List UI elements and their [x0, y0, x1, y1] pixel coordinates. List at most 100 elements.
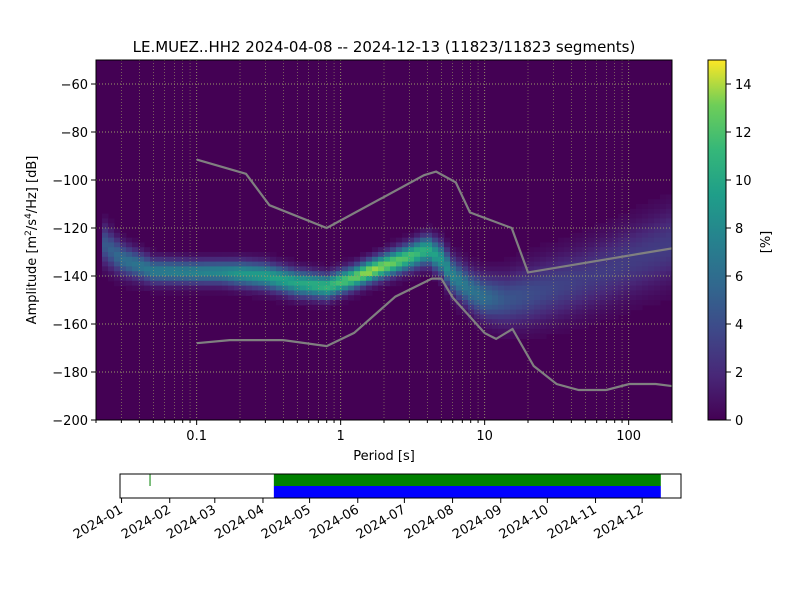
- heatmap-cell: [498, 324, 505, 330]
- heatmap-cell: [132, 256, 139, 263]
- heatmap-cell: [456, 295, 463, 301]
- heatmap-cell: [318, 290, 325, 296]
- heatmap-cell: [234, 280, 241, 287]
- heatmap-cell: [270, 290, 277, 296]
- heatmap-cell: [180, 261, 187, 267]
- heatmap-cell: [558, 309, 565, 315]
- heatmap-cell: [588, 314, 595, 320]
- heatmap-cell: [582, 300, 589, 306]
- heatmap-cell: [636, 304, 643, 311]
- heatmap-cell: [234, 266, 241, 272]
- heatmap-cell: [552, 328, 559, 335]
- date-tick-label: 2024-02: [119, 502, 174, 542]
- heatmap-cell: [342, 256, 349, 263]
- heatmap-cell: [150, 280, 157, 287]
- heatmap-cell: [192, 276, 199, 282]
- heatmap-cell: [366, 252, 373, 258]
- heatmap-cell: [612, 223, 619, 229]
- heatmap-cell: [654, 290, 661, 296]
- heatmap-cell: [552, 295, 559, 301]
- heatmap-cell: [174, 266, 181, 272]
- heatmap-cell: [606, 218, 613, 224]
- heatmap-cell: [426, 266, 433, 272]
- heatmap-cell: [540, 333, 547, 339]
- heatmap-cell: [504, 295, 511, 301]
- heatmap-cell: [522, 309, 529, 315]
- heatmap-cell: [492, 276, 499, 282]
- heatmap-cell: [312, 290, 319, 296]
- heatmap-cell: [576, 256, 583, 263]
- heatmap-cell: [156, 252, 163, 258]
- y-axis-label: Amplitude [m2/s4/Hz] [dB]: [24, 156, 40, 325]
- heatmap-cell: [156, 256, 163, 263]
- heatmap-cell: [558, 304, 565, 311]
- heatmap-cell: [162, 280, 169, 287]
- heatmap-cell: [630, 295, 637, 301]
- heatmap-cell: [462, 280, 469, 287]
- heatmap-cell: [354, 276, 361, 282]
- heatmap-cell: [372, 247, 379, 253]
- heatmap-cell: [600, 261, 607, 267]
- heatmap-cell: [492, 261, 499, 267]
- heatmap-cell: [234, 271, 241, 277]
- heatmap-cell: [216, 271, 223, 277]
- heatmap-cell: [516, 333, 523, 339]
- date-tick-label: 2024-09: [450, 502, 505, 542]
- heatmap-cell: [192, 256, 199, 263]
- heatmap-cell: [390, 266, 397, 272]
- heatmap-cell: [570, 232, 577, 239]
- heatmap-cell: [540, 324, 547, 330]
- heatmap-cell: [186, 271, 193, 277]
- date-tick-label: 2024-01: [71, 502, 126, 542]
- heatmap-cell: [318, 285, 325, 291]
- heatmap-cell: [540, 300, 547, 306]
- heatmap-cell: [510, 319, 517, 325]
- heatmap-cell: [312, 285, 319, 291]
- heatmap-cell: [384, 261, 391, 267]
- heatmap-cell: [456, 266, 463, 272]
- heatmap-cell: [264, 276, 271, 282]
- heatmap-cell: [624, 309, 631, 315]
- heatmap-cell: [450, 304, 457, 311]
- heatmap-cell: [312, 295, 319, 301]
- heatmap-cell: [600, 304, 607, 311]
- heatmap-cell: [552, 276, 559, 282]
- heatmap-cell: [402, 266, 409, 272]
- heatmap-cell: [216, 266, 223, 272]
- colorbar-tick-label: 8: [735, 222, 743, 237]
- heatmap-cell: [210, 256, 217, 263]
- heatmap-cell: [480, 285, 487, 291]
- heatmap-cell: [396, 242, 403, 248]
- heatmap-cell: [564, 252, 571, 258]
- heatmap-cell: [138, 256, 145, 263]
- heatmap-cell: [648, 271, 655, 277]
- heatmap-cell: [120, 232, 127, 239]
- heatmap-cell: [594, 276, 601, 282]
- heatmap-cell: [510, 314, 517, 320]
- heatmap-cell: [642, 266, 649, 272]
- heatmap-cell: [264, 252, 271, 258]
- heatmap-cell: [624, 271, 631, 277]
- heatmap-cell: [162, 276, 169, 282]
- heatmap-cell: [330, 300, 337, 306]
- heatmap-cell: [654, 228, 661, 234]
- date-axis-ticks: 2024-012024-022024-032024-042024-052024-…: [71, 498, 646, 543]
- heatmap-cell: [618, 304, 625, 311]
- heatmap-cell: [264, 261, 271, 267]
- heatmap-cell: [528, 295, 535, 301]
- heatmap-cell: [558, 314, 565, 320]
- heatmap-cell: [414, 247, 421, 253]
- heatmap-cell: [648, 285, 655, 291]
- heatmap-cell: [366, 280, 373, 287]
- heatmap-cell: [144, 266, 151, 272]
- heatmap-cell: [300, 285, 307, 291]
- heatmap-cell: [390, 276, 397, 282]
- heatmap-cell: [522, 300, 529, 306]
- heatmap-cell: [606, 232, 613, 239]
- heatmap-cell: [468, 280, 475, 287]
- heatmap-cell: [378, 280, 385, 287]
- heatmap-cell: [498, 266, 505, 272]
- heatmap-cell: [108, 261, 115, 267]
- heatmap-cell: [330, 266, 337, 272]
- heatmap-cell: [570, 285, 577, 291]
